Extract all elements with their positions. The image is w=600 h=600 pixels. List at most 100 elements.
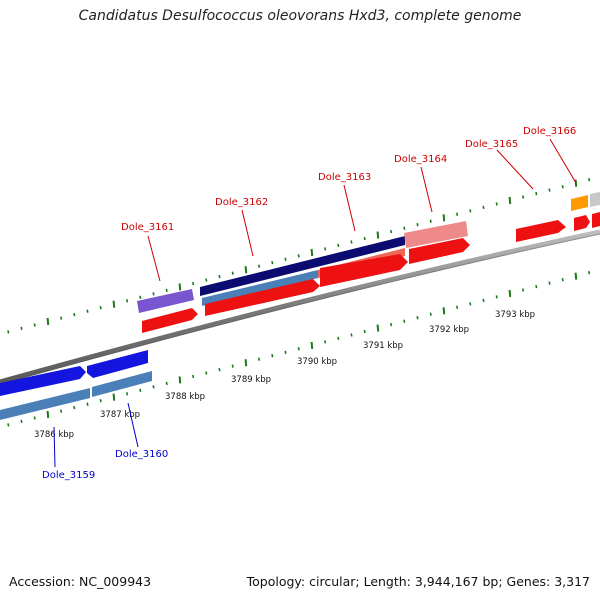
tick-mark <box>429 219 432 223</box>
scale-labels: 3786 kbp 3787 kbp 3788 kbp 3789 kbp 3790… <box>34 310 535 440</box>
tick-mark <box>522 195 525 199</box>
gene-dole-3166[interactable] <box>571 195 588 211</box>
tick-mark <box>588 271 591 275</box>
tick-mark <box>86 402 89 406</box>
gene-dole-3162-rna[interactable] <box>202 270 318 306</box>
gene-dole-3159[interactable] <box>0 366 86 396</box>
plus-strand-genes <box>137 192 600 333</box>
tick-mark <box>218 274 221 279</box>
gene-dole-3166-neighbor[interactable] <box>590 192 600 207</box>
tick-mark <box>535 191 538 196</box>
tick-mark <box>258 357 261 361</box>
tick-mark <box>297 347 300 351</box>
scale-label: 3790 kbp <box>297 357 337 367</box>
tick-mark <box>178 376 182 384</box>
scale-label: 3791 kbp <box>363 341 403 351</box>
tick-mark <box>126 299 129 303</box>
gene-dole-3166-cds[interactable] <box>574 215 590 231</box>
tick-mark <box>310 341 314 349</box>
tick-mark <box>231 364 234 368</box>
tick-mark <box>403 226 406 230</box>
gene-label-dole-3161[interactable]: Dole_3161 <box>121 222 174 233</box>
tick-mark <box>561 185 564 189</box>
accession-label: Accession: NC_009943 <box>9 574 152 589</box>
tick-mark <box>205 278 208 282</box>
tick-mark <box>495 202 498 206</box>
tick-mark <box>46 410 50 419</box>
tick-mark <box>363 329 366 334</box>
tick-mark <box>271 261 274 265</box>
gene-dole-3162-cds[interactable] <box>205 279 320 316</box>
tick-mark <box>231 271 234 275</box>
gene-dole-3165[interactable] <box>516 220 566 242</box>
scale-label: 3789 kbp <box>231 375 271 385</box>
tick-mark <box>60 316 63 320</box>
tick-mark <box>178 283 182 291</box>
gene-label-dole-3163[interactable]: Dole_3163 <box>318 172 371 183</box>
tick-mark <box>482 298 485 303</box>
tick-mark <box>416 223 419 227</box>
tick-mark <box>7 330 10 334</box>
tick-mark <box>456 305 459 309</box>
tick-mark <box>337 336 340 341</box>
gene-dole-3164[interactable] <box>404 221 468 248</box>
gene-label-dole-3166[interactable]: Dole_3166 <box>523 126 576 137</box>
gene-label-dole-3160[interactable]: Dole_3160 <box>115 449 168 460</box>
tick-mark <box>508 196 512 205</box>
gene-dole-3163-cds[interactable] <box>320 254 408 287</box>
tick-mark <box>297 254 300 258</box>
tick-mark <box>112 300 116 308</box>
tick-mark <box>574 179 578 187</box>
gene-label-dole-3162[interactable]: Dole_3162 <box>215 197 268 208</box>
tick-mark <box>574 272 578 280</box>
gene-cds-3160[interactable] <box>92 371 152 397</box>
tick-mark <box>390 322 393 327</box>
tick-mark <box>376 324 380 332</box>
genome-backbone <box>0 229 600 385</box>
tick-mark <box>73 312 76 317</box>
tick-mark <box>99 399 102 403</box>
gene-dole-3162[interactable] <box>200 236 405 296</box>
genome-title: Candidatus Desulfococcus oleovorans Hxd3… <box>78 8 522 24</box>
tick-mark <box>20 419 23 424</box>
tick-mark <box>442 214 446 222</box>
tick-mark <box>205 371 208 375</box>
tick-mark <box>429 312 432 316</box>
tick-mark <box>126 392 129 396</box>
tick-mark <box>403 319 406 323</box>
tick-mark <box>244 266 248 274</box>
tick-marks <box>7 178 591 427</box>
tick-mark <box>73 405 76 410</box>
tick-mark <box>284 257 287 261</box>
scale-label: 3787 kbp <box>100 410 140 420</box>
tick-mark <box>588 178 591 182</box>
gene-label-dole-3164[interactable]: Dole_3164 <box>394 154 447 165</box>
gene-label-dole-3165[interactable]: Dole_3165 <box>465 139 518 150</box>
tick-mark <box>284 350 287 354</box>
label-leaders <box>53 138 577 468</box>
gene-next-cds[interactable] <box>592 212 600 228</box>
scale-label: 3793 kbp <box>495 310 535 320</box>
tick-mark <box>7 423 10 427</box>
gene-cds-3159[interactable] <box>0 388 90 420</box>
gene-label-dole-3159[interactable]: Dole_3159 <box>42 470 95 481</box>
tick-mark <box>165 288 168 293</box>
tick-mark <box>522 288 525 292</box>
tick-mark <box>469 209 472 213</box>
tick-mark <box>192 374 195 379</box>
tick-mark <box>442 307 446 315</box>
tick-mark <box>258 264 261 268</box>
gene-dole-3164-cds[interactable] <box>409 238 470 264</box>
tick-mark <box>60 409 63 413</box>
tick-mark <box>46 317 50 326</box>
tick-mark <box>548 281 551 285</box>
gene-dole-3161-cds[interactable] <box>142 308 198 333</box>
tick-mark <box>152 292 155 296</box>
gene-dole-3160[interactable] <box>87 350 148 378</box>
tick-mark <box>165 381 168 386</box>
tick-mark <box>20 326 23 331</box>
tick-mark <box>33 416 36 420</box>
tick-mark <box>218 367 221 372</box>
gene-dole-3161[interactable] <box>137 289 194 313</box>
tick-mark <box>350 333 353 337</box>
